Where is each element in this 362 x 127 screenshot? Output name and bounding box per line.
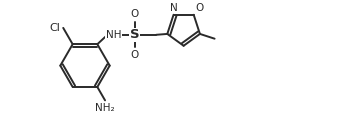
Text: NH: NH — [106, 30, 121, 40]
Text: N: N — [170, 3, 177, 13]
Text: Cl: Cl — [50, 23, 60, 33]
Text: O: O — [195, 3, 203, 13]
Text: O: O — [131, 9, 139, 19]
Text: S: S — [130, 28, 140, 41]
Text: NH₂: NH₂ — [95, 103, 115, 113]
Text: O: O — [131, 50, 139, 60]
